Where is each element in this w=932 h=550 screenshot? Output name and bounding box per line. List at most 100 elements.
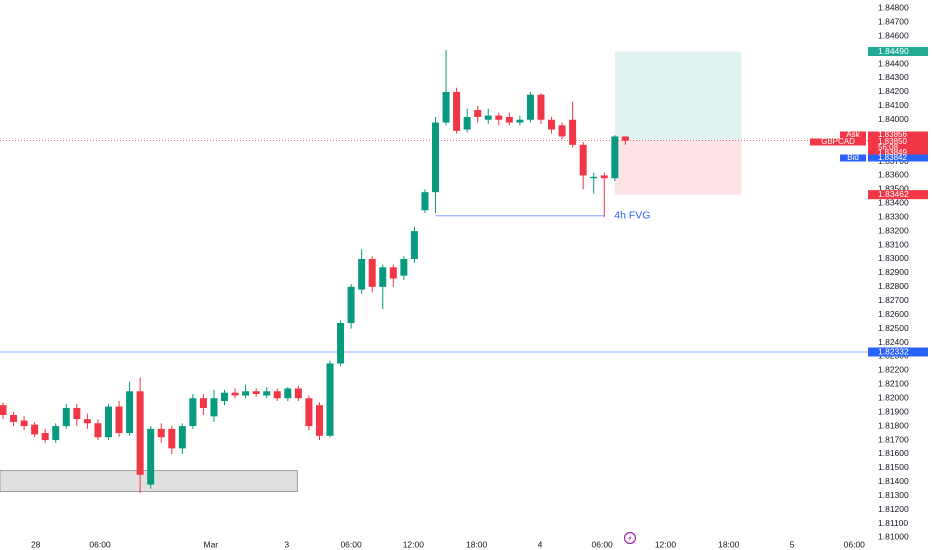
candle-body [400,258,408,276]
y-tick-label: 1.82100 [878,379,909,389]
price-badge-label: 1.84490 [878,46,909,56]
x-tick-label: 5 [790,539,795,549]
candle-body [347,286,355,324]
y-tick-label: 1.83100 [878,239,909,249]
y-tick-label: 1.82400 [878,337,909,347]
candle-body [242,391,250,396]
candle-body [537,94,545,120]
candle-body [611,136,619,179]
candle-body [600,175,608,179]
stop-zone [614,140,742,195]
candle-body [590,176,598,179]
y-tick-label: 1.82600 [878,309,909,319]
y-tick-label: 1.83500 [878,184,909,194]
y-tick-label: 1.82800 [878,281,909,291]
candle-body [126,391,134,434]
quote-badge [868,138,928,146]
price-axis: 1.84800 1.84700 1.84600 1.84400 1.84300 1.842… [31,3,928,549]
y-tick-label: 1.84300 [878,72,909,82]
quote-label: 1.83849 [878,148,907,157]
price-badge [868,47,928,57]
quote-tag-label: Ask [846,130,860,139]
candle-body [252,391,260,395]
y-tick-label: 1.81600 [878,448,909,458]
candle-body [579,144,587,176]
candle-body [284,388,292,399]
y-tick-label: 1.83300 [878,211,909,221]
candle-body [516,119,524,123]
candle-body [210,398,218,417]
candle-body [189,398,197,427]
quote-badge [868,144,928,152]
quote-tag-label: GBPCAD [821,137,855,146]
candle-body [136,391,144,475]
candle-body [431,122,439,193]
y-tick-label: 1.84000 [878,114,909,124]
candle-body [10,414,18,422]
candle-body [484,115,492,120]
x-tick-label: 4 [538,539,543,549]
y-tick-label: 1.81700 [878,434,909,444]
y-tick-label: 1.84800 [878,3,909,13]
candle-body [505,116,513,123]
y-tick-label: 1.81900 [878,406,909,416]
target-zone [614,51,742,141]
y-tick-label: 1.84600 [878,30,909,40]
y-tick-label: 1.83600 [878,170,909,180]
price-badge-label: 1.82332 [878,346,909,356]
x-tick-label: 06:00 [592,539,614,549]
candle-body [104,406,112,438]
x-tick-label: 12:00 [655,539,677,549]
price-badge [868,347,928,357]
candle-body [410,231,418,259]
y-tick-label: 1.81500 [878,462,909,472]
price-badge [868,190,928,200]
candle-body [548,119,556,130]
y-tick-label: 1.83000 [878,253,909,263]
candle-body [221,392,229,402]
y-tick-label: 1.83200 [878,225,909,235]
candle-body [31,424,39,435]
quote-tag [840,131,866,139]
candle-body [147,428,155,485]
quote-label: 56:08 [878,143,899,152]
y-tick-label: 1.81300 [878,490,909,500]
quote-label: 1.83850 [878,137,907,146]
x-tick-label: 12:00 [403,539,425,549]
candle-body [315,405,323,436]
x-tick-label: 18:00 [466,539,488,549]
candle-body [263,391,271,396]
quote-tag [840,154,866,162]
y-tick-label: 1.81100 [878,518,908,528]
candle-body [305,398,313,427]
candle-body [453,91,461,131]
candle-body [20,420,28,427]
y-tick-label: 1.84700 [878,17,909,27]
candle-body [621,136,629,141]
candle-body [421,192,429,211]
quote-badge [868,149,928,157]
candle-body [73,407,81,420]
x-tick-label: 06:00 [89,539,111,549]
candle-body [326,363,334,436]
y-tick-label: 1.84400 [878,58,909,68]
x-tick-label: 28 [31,539,41,549]
quote-label: 1.83856 [878,130,907,139]
candle-body [495,115,503,120]
plot-area: 4h FVG [0,50,868,493]
y-tick-label: 1.81200 [878,504,909,514]
x-tick-label: 18:00 [718,539,740,549]
price-badge-label: 1.83462 [878,189,909,199]
y-tick-label: 1.82900 [878,267,909,277]
y-tick-label: 1.82700 [878,295,909,305]
y-tick-label: 1.82000 [878,392,909,402]
y-tick-label: 1.82200 [878,365,909,375]
candle-body [168,428,176,449]
candle-body [379,267,387,287]
x-tick-label: 06:00 [844,539,866,549]
candle-body [358,258,366,290]
y-tick-label: 1.81800 [878,420,909,430]
logo [623,531,637,545]
